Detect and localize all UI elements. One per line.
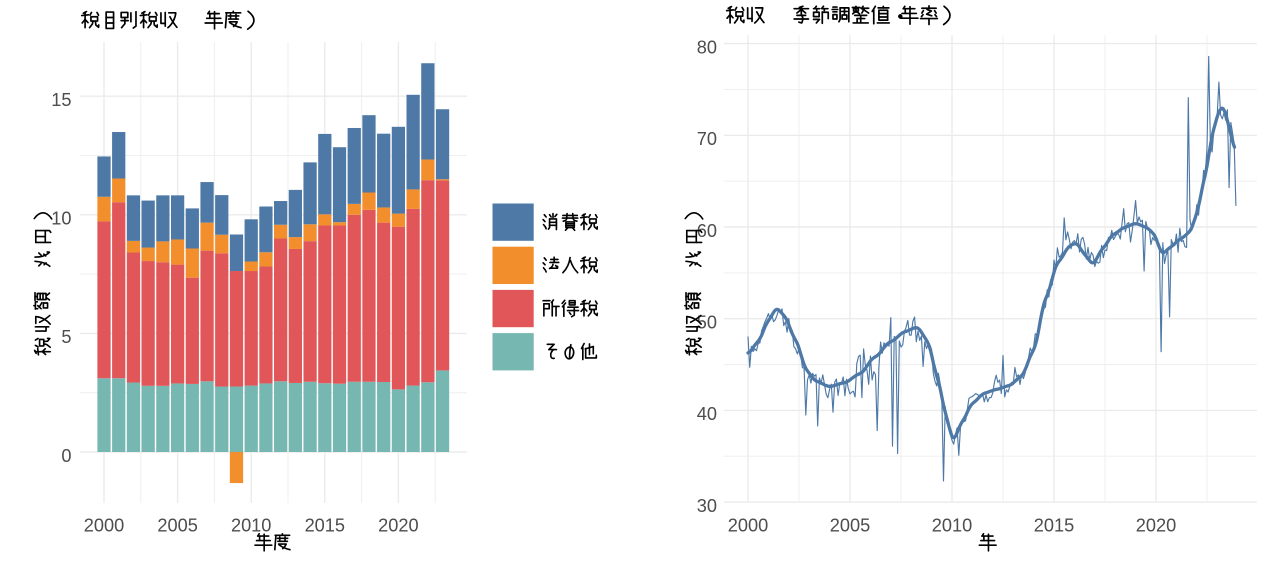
svg-text:2020: 2020: [1136, 515, 1176, 535]
svg-text:5: 5: [61, 327, 71, 347]
svg-text:2010: 2010: [932, 515, 972, 535]
svg-text:10: 10: [51, 209, 71, 229]
svg-text:2005: 2005: [830, 515, 870, 535]
svg-text:2015: 2015: [305, 515, 345, 535]
svg-text:2005: 2005: [157, 515, 197, 535]
svg-text:2015: 2015: [1034, 515, 1074, 535]
svg-text:0: 0: [61, 446, 71, 466]
svg-text:2010: 2010: [231, 515, 271, 535]
svg-text:80: 80: [697, 37, 717, 57]
svg-text:70: 70: [697, 129, 717, 149]
svg-text:2000: 2000: [84, 515, 124, 535]
svg-text:30: 30: [697, 496, 717, 516]
svg-text:60: 60: [697, 221, 717, 241]
svg-text:2020: 2020: [378, 515, 418, 535]
svg-text:2000: 2000: [728, 515, 768, 535]
svg-text:40: 40: [697, 404, 717, 424]
svg-text:50: 50: [697, 313, 717, 333]
svg-text:15: 15: [51, 90, 71, 110]
